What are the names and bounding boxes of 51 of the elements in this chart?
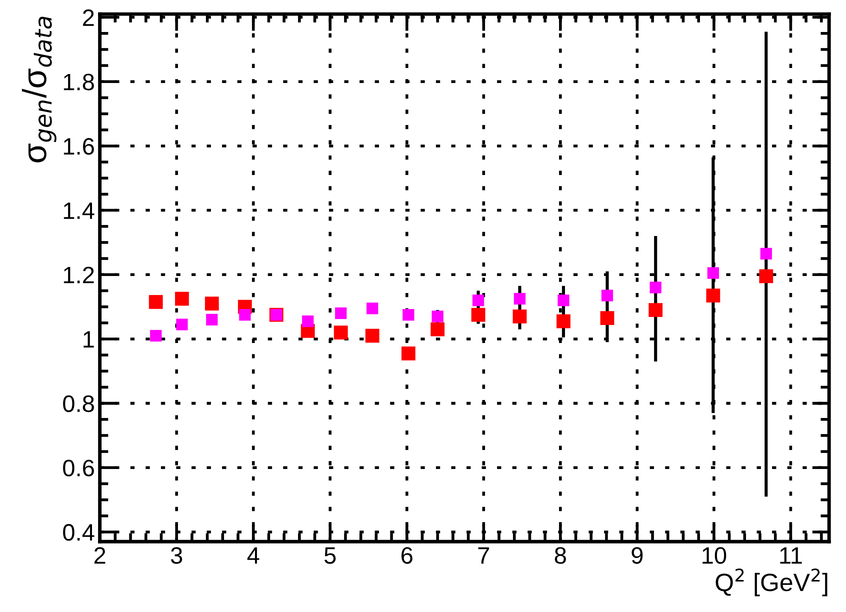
point — [335, 307, 347, 320]
point — [650, 282, 662, 294]
x-tick-label: 4 — [247, 547, 260, 564]
point — [302, 315, 314, 328]
point — [150, 330, 162, 342]
point — [760, 248, 772, 260]
y-tick-label: 0.8 — [63, 395, 94, 412]
point — [706, 288, 720, 302]
y-axis-title: σ$_{gen}$/σ$_{data}$ — [22, 16, 56, 162]
point — [366, 302, 378, 314]
y-tick-label: 0.4 — [63, 524, 94, 541]
point — [176, 318, 188, 330]
y-tick-label: 1.6 — [64, 138, 94, 155]
point — [402, 309, 414, 321]
x-tick-label: 8 — [554, 547, 566, 564]
point — [514, 292, 526, 305]
y-tick-label: 1 — [84, 331, 94, 348]
x-tick-label: 10 — [702, 547, 726, 564]
point — [365, 328, 380, 343]
x-tick-label: 11 — [780, 547, 802, 564]
point — [648, 303, 663, 317]
point — [558, 294, 570, 306]
point — [430, 322, 445, 336]
y-tick-label: 1.4 — [64, 202, 94, 219]
point — [239, 309, 251, 321]
x-tick-label: 3 — [170, 547, 182, 564]
y-tick-label: 1.2 — [64, 266, 94, 284]
point — [334, 326, 348, 340]
point — [204, 296, 219, 311]
point — [556, 314, 570, 328]
y-tick-label: 1.8 — [64, 74, 94, 90]
point — [512, 310, 527, 324]
point — [472, 294, 484, 306]
x-tick-label: 5 — [324, 547, 336, 564]
point — [707, 267, 719, 279]
x-tick-label: 7 — [478, 547, 490, 564]
point — [175, 292, 189, 306]
y-tick-label: 0.6 — [63, 460, 94, 476]
point — [432, 310, 444, 322]
point — [600, 311, 614, 325]
point — [759, 269, 774, 284]
x-tick-label: 9 — [632, 547, 643, 564]
point — [401, 346, 416, 360]
point — [206, 314, 218, 326]
point — [601, 290, 614, 302]
x-tick-label: 2 — [94, 547, 106, 564]
x-tick-label: 6 — [402, 547, 412, 564]
point — [471, 308, 486, 322]
y-tick-label: 2 — [83, 9, 94, 26]
x-axis-title: Q$^{2}$ [GeV$^{2}$] — [716, 568, 828, 596]
point — [148, 295, 163, 309]
